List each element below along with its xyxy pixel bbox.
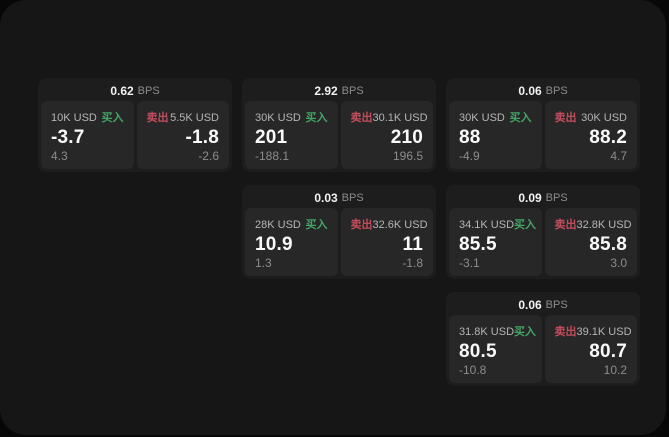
buy-price: 85.5 xyxy=(459,234,497,255)
quote-card-body: 34.1K USD 买入 85.5 -3.1 卖出 32.8K USD 85.8… xyxy=(449,208,637,276)
bps-header: 0.62 BPS xyxy=(41,81,229,101)
quote-card-body: 28K USD 买入 10.9 1.3 卖出 32.6K USD 11 -1.8 xyxy=(245,208,433,276)
sell-delta: -2.6 xyxy=(198,149,219,163)
quote-card[interactable]: 0.06 BPS 31.8K USD 买入 80.5 -10.8 卖 xyxy=(446,292,640,386)
bps-unit: BPS xyxy=(545,192,568,204)
buy-amount: 34.1K USD xyxy=(459,219,515,231)
bps-value: 0.06 xyxy=(518,84,542,98)
sell-label: 卖出 xyxy=(350,219,373,231)
bps-value: 0.03 xyxy=(314,191,338,205)
buy-delta: 4.3 xyxy=(51,149,68,163)
sell-label: 卖出 xyxy=(350,112,373,124)
sell-amount: 39.1K USD xyxy=(576,326,632,338)
buy-amount: 30K USD xyxy=(459,112,505,124)
sell-amount: 32.6K USD xyxy=(372,219,428,231)
bps-header: 0.03 BPS xyxy=(245,188,433,208)
sell-label: 卖出 xyxy=(554,112,577,124)
quote-card[interactable]: 2.92 BPS 30K USD 买入 201 -188.1 卖出 xyxy=(242,78,436,172)
sell-tile[interactable]: 卖出 39.1K USD 80.7 10.2 xyxy=(544,315,637,383)
sell-delta: 196.5 xyxy=(392,149,423,163)
quote-card-body: 10K USD 买入 -3.7 4.3 卖出 5.5K USD -1.8 -2.… xyxy=(41,101,229,169)
bps-value: 0.09 xyxy=(518,191,542,205)
sell-price: 80.7 xyxy=(589,341,627,362)
buy-price: 88 xyxy=(459,127,481,148)
bps-header: 0.06 BPS xyxy=(449,295,637,315)
buy-delta: -188.1 xyxy=(255,149,290,163)
sell-delta: -1.8 xyxy=(402,256,423,270)
quote-card-body: 31.8K USD 买入 80.5 -10.8 卖出 39.1K USD 80.… xyxy=(449,315,637,383)
sell-tile[interactable]: 卖出 5.5K USD -1.8 -2.6 xyxy=(136,101,229,169)
buy-label: 买入 xyxy=(101,112,124,124)
buy-delta: -3.1 xyxy=(459,256,480,270)
quote-card[interactable]: 0.03 BPS 28K USD 买入 10.9 1.3 卖出 xyxy=(242,185,436,279)
sell-price: 85.8 xyxy=(589,234,627,255)
bps-unit: BPS xyxy=(341,192,364,204)
sell-price: 11 xyxy=(402,234,423,255)
bps-header: 0.09 BPS xyxy=(449,188,637,208)
sell-label: 卖出 xyxy=(146,112,169,124)
buy-amount: 10K USD xyxy=(51,112,97,124)
quote-card[interactable]: 0.62 BPS 10K USD 买入 -3.7 4.3 卖出 xyxy=(38,78,232,172)
bps-value: 0.62 xyxy=(110,84,134,98)
bps-unit: BPS xyxy=(545,85,568,97)
quote-card[interactable]: 0.09 BPS 34.1K USD 买入 85.5 -3.1 卖出 xyxy=(446,185,640,279)
sell-amount: 30K USD xyxy=(581,112,627,124)
quote-grid: 0.62 BPS 10K USD 买入 -3.7 4.3 卖出 xyxy=(38,78,640,386)
bps-value: 2.92 xyxy=(314,84,338,98)
buy-tile[interactable]: 28K USD 买入 10.9 1.3 xyxy=(245,208,338,276)
sell-price: 88.2 xyxy=(589,127,627,148)
buy-delta: -10.8 xyxy=(459,363,487,377)
sell-tile[interactable]: 卖出 30K USD 88.2 4.7 xyxy=(544,101,637,169)
buy-delta: -4.9 xyxy=(459,149,480,163)
buy-amount: 31.8K USD xyxy=(459,326,515,338)
sell-tile[interactable]: 卖出 32.6K USD 11 -1.8 xyxy=(340,208,433,276)
sell-label: 卖出 xyxy=(554,219,577,231)
sell-price: -1.8 xyxy=(185,127,219,148)
buy-price: 10.9 xyxy=(255,234,293,255)
buy-label: 买入 xyxy=(305,219,328,231)
bps-value: 0.06 xyxy=(518,298,542,312)
buy-amount: 28K USD xyxy=(255,219,301,231)
sell-delta: 3.0 xyxy=(610,256,627,270)
buy-delta: 1.3 xyxy=(255,256,272,270)
sell-delta: 4.7 xyxy=(610,149,627,163)
buy-tile[interactable]: 10K USD 买入 -3.7 4.3 xyxy=(41,101,134,169)
buy-tile[interactable]: 31.8K USD 买入 80.5 -10.8 xyxy=(449,315,542,383)
quote-card-body: 30K USD 买入 201 -188.1 卖出 30.1K USD 210 1… xyxy=(245,101,433,169)
buy-price: 80.5 xyxy=(459,341,497,362)
buy-label: 买入 xyxy=(514,326,537,338)
bps-unit: BPS xyxy=(137,85,160,97)
buy-label: 买入 xyxy=(514,219,537,231)
quote-card[interactable]: 0.06 BPS 30K USD 买入 88 -4.9 卖出 xyxy=(446,78,640,172)
bps-unit: BPS xyxy=(545,299,568,311)
bps-header: 0.06 BPS xyxy=(449,81,637,101)
buy-tile[interactable]: 34.1K USD 买入 85.5 -3.1 xyxy=(449,208,542,276)
sell-delta: 10.2 xyxy=(603,363,627,377)
buy-label: 买入 xyxy=(509,112,532,124)
quote-card-body: 30K USD 买入 88 -4.9 卖出 30K USD 88.2 4.7 xyxy=(449,101,637,169)
bps-header: 2.92 BPS xyxy=(245,81,433,101)
sell-price: 210 xyxy=(390,127,423,148)
buy-price: 201 xyxy=(255,127,288,148)
sell-amount: 32.8K USD xyxy=(576,219,632,231)
bps-unit: BPS xyxy=(341,85,364,97)
buy-label: 买入 xyxy=(305,112,328,124)
buy-price: -3.7 xyxy=(51,127,85,148)
buy-tile[interactable]: 30K USD 买入 201 -188.1 xyxy=(245,101,338,169)
buy-tile[interactable]: 30K USD 买入 88 -4.9 xyxy=(449,101,542,169)
sell-amount: 30.1K USD xyxy=(372,112,428,124)
sell-label: 卖出 xyxy=(554,326,577,338)
buy-amount: 30K USD xyxy=(255,112,301,124)
sell-amount: 5.5K USD xyxy=(170,112,219,124)
sell-tile[interactable]: 卖出 30.1K USD 210 196.5 xyxy=(340,101,433,169)
sell-tile[interactable]: 卖出 32.8K USD 85.8 3.0 xyxy=(544,208,637,276)
